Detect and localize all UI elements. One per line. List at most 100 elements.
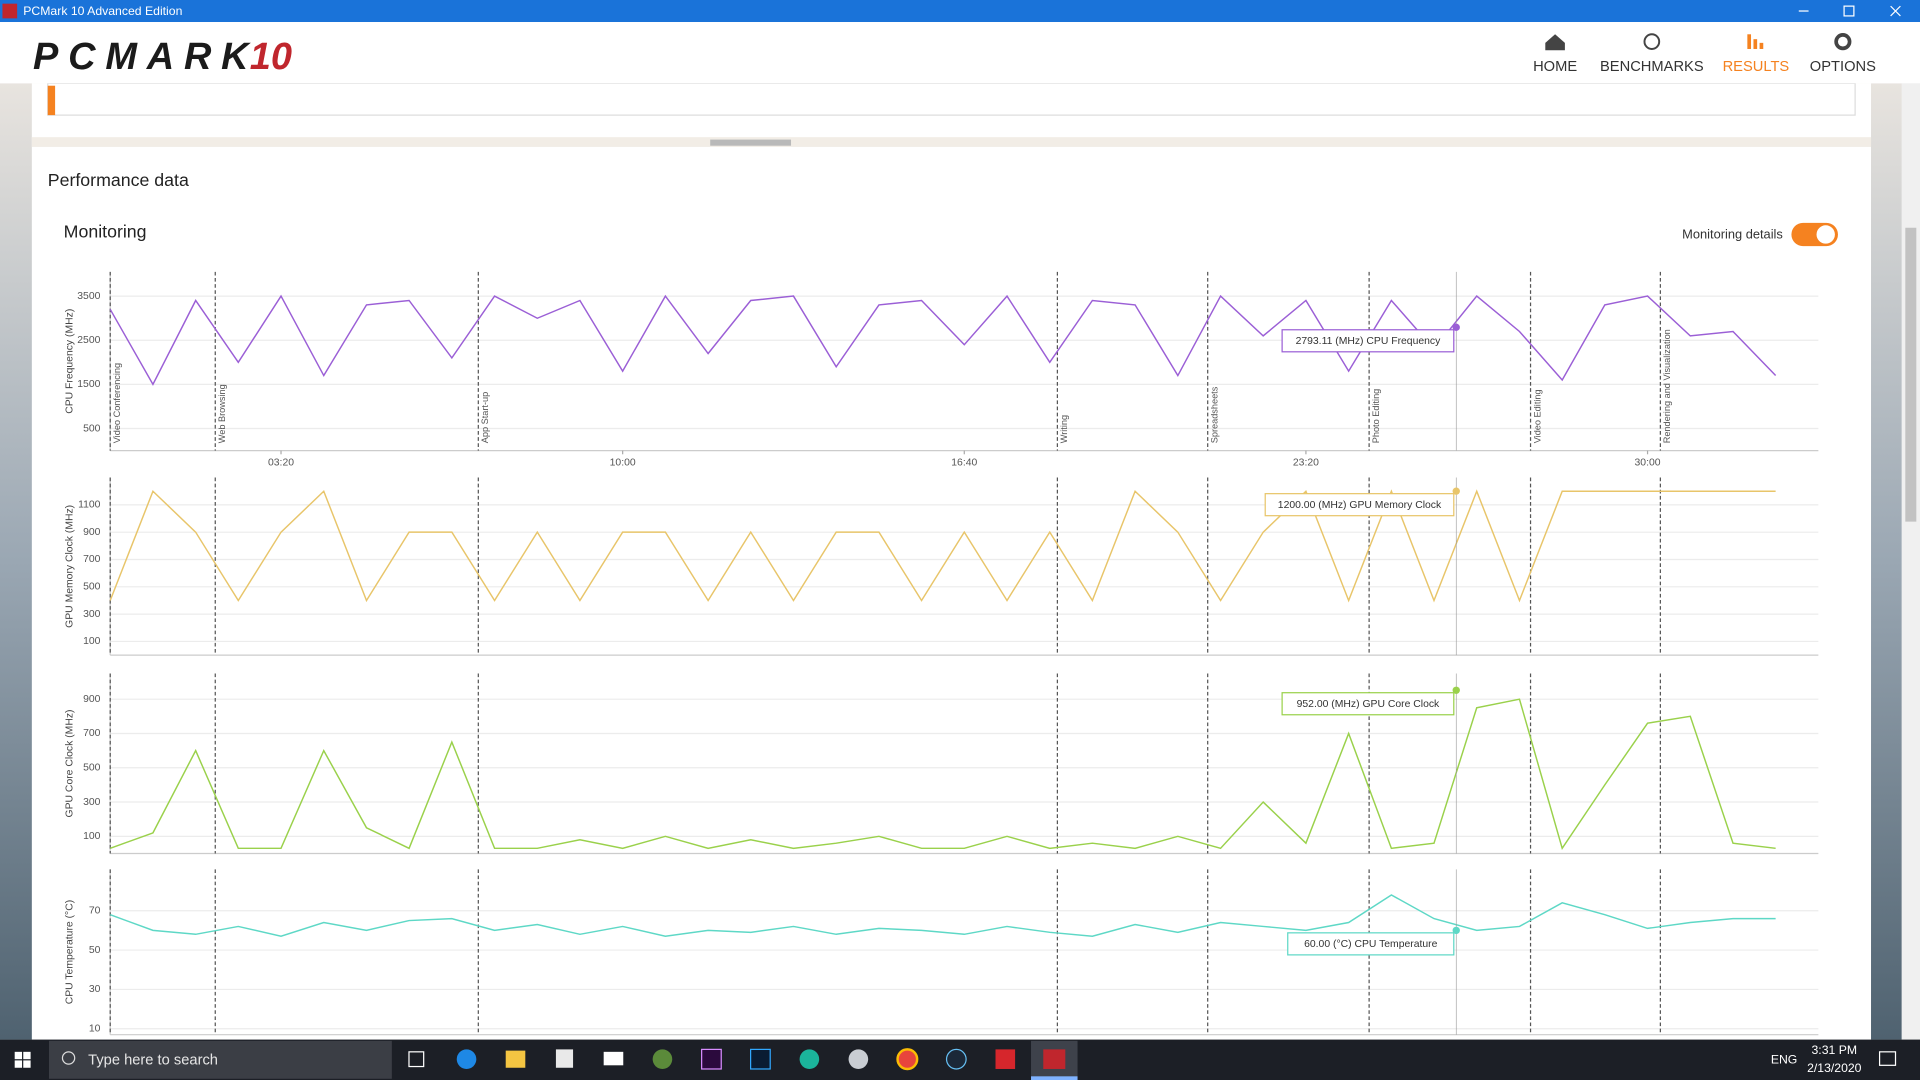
y-axis-label: GPU Memory Clock (MHz) bbox=[65, 505, 76, 628]
app-icon-2[interactable] bbox=[848, 1049, 869, 1069]
y-tick-label: 70 bbox=[89, 905, 101, 916]
y-tick-label: 500 bbox=[83, 763, 101, 774]
phase-label: Video Editing bbox=[1532, 389, 1542, 443]
options-icon[interactable] bbox=[1834, 33, 1852, 51]
y-tick-label: 2500 bbox=[77, 335, 100, 346]
series-line bbox=[109, 698, 1776, 851]
steam-icon[interactable] bbox=[945, 1048, 967, 1070]
y-tick-label: 300 bbox=[83, 609, 101, 620]
divider-handle bbox=[710, 139, 792, 146]
mail-icon[interactable] bbox=[603, 1051, 624, 1066]
y-tick-label: 500 bbox=[83, 423, 101, 434]
x-tick-label: 03:20 bbox=[268, 458, 294, 469]
tooltip-box bbox=[1281, 692, 1455, 716]
close-button[interactable] bbox=[1890, 5, 1901, 17]
header bbox=[0, 22, 1920, 84]
nav-results[interactable]: RESULTS bbox=[1723, 59, 1790, 75]
y-tick-label: 300 bbox=[83, 797, 101, 808]
notifications[interactable] bbox=[1878, 1051, 1897, 1066]
phase-label: Photo Editing bbox=[1371, 389, 1381, 444]
phase-label: Web Browsing bbox=[217, 384, 227, 443]
result-card bbox=[47, 82, 1856, 116]
tooltip-text: 952.00 (MHz) GPU Core Clock bbox=[1297, 699, 1440, 710]
tooltip-box bbox=[1264, 493, 1455, 517]
language[interactable]: ENG bbox=[1771, 1053, 1798, 1067]
edge-icon[interactable] bbox=[456, 1049, 477, 1069]
x-tick-label: 23:20 bbox=[1293, 458, 1319, 469]
active-indicator bbox=[1031, 1076, 1078, 1080]
tooltip-text: 2793.11 (MHz) CPU Frequency bbox=[1296, 336, 1442, 347]
logo-version: 10 bbox=[250, 36, 292, 78]
xbox-icon[interactable] bbox=[652, 1049, 673, 1069]
search-box[interactable] bbox=[48, 1040, 392, 1079]
y-tick-label: 50 bbox=[89, 945, 101, 956]
y-tick-label: 100 bbox=[83, 636, 101, 647]
nav-home[interactable]: HOME bbox=[1533, 59, 1577, 75]
scrollbar-thumb[interactable] bbox=[1905, 227, 1917, 522]
x-tick-label: 30:00 bbox=[1635, 458, 1661, 469]
app-icon-3[interactable] bbox=[995, 1049, 1016, 1069]
divider bbox=[31, 137, 1872, 147]
premiere-icon[interactable] bbox=[701, 1048, 722, 1070]
y-tick-label: 1500 bbox=[77, 379, 100, 390]
y-tick-label: 100 bbox=[83, 831, 101, 842]
card-accent bbox=[47, 85, 56, 116]
toggle-label: Monitoring details bbox=[1682, 226, 1783, 241]
series-line bbox=[109, 894, 1776, 938]
search-placeholder[interactable]: Type here to search bbox=[88, 1052, 218, 1068]
scrollbar[interactable] bbox=[1901, 83, 1920, 1040]
y-tick-label: 3500 bbox=[77, 291, 100, 302]
clock-date[interactable]: 2/13/2020 bbox=[1807, 1061, 1862, 1075]
y-tick-label: 700 bbox=[83, 554, 101, 565]
chrome-icon[interactable] bbox=[896, 1048, 919, 1071]
pcmark-icon[interactable] bbox=[1043, 1049, 1066, 1069]
restore-button[interactable] bbox=[1843, 5, 1855, 17]
section-subtitle: Monitoring bbox=[64, 221, 147, 241]
series-line bbox=[109, 294, 1777, 386]
app-icon bbox=[2, 3, 18, 19]
clock-time[interactable]: 3:31 PM bbox=[1812, 1043, 1858, 1057]
x-tick-label: 16:40 bbox=[951, 458, 977, 469]
y-tick-label: 10 bbox=[89, 1024, 101, 1035]
phase-label: App Start-up bbox=[480, 392, 490, 444]
photoshop-icon[interactable] bbox=[750, 1048, 771, 1070]
tooltip-text: 60.00 (°C) CPU Temperature bbox=[1304, 939, 1438, 950]
search-icon bbox=[61, 1051, 76, 1065]
home-icon[interactable] bbox=[1545, 34, 1565, 51]
toggle-knob[interactable] bbox=[1816, 225, 1835, 244]
y-axis-label: CPU Temperature (°C) bbox=[65, 900, 76, 1004]
tooltip-text: 1200.00 (MHz) GPU Memory Clock bbox=[1278, 500, 1442, 511]
y-axis-label: GPU Core Clock (MHz) bbox=[65, 709, 76, 817]
phase-label: Spreadsheets bbox=[1209, 386, 1219, 443]
app-icon-1[interactable] bbox=[799, 1049, 820, 1069]
nav-options[interactable]: OPTIONS bbox=[1810, 59, 1876, 75]
x-tick-label: 10:00 bbox=[610, 458, 636, 469]
y-tick-label: 500 bbox=[83, 582, 101, 593]
phase-label: Rendering and Visualization bbox=[1662, 329, 1672, 443]
tooltip-box bbox=[1281, 329, 1455, 353]
y-tick-label: 30 bbox=[89, 984, 101, 995]
nav-benchmarks[interactable]: BENCHMARKS bbox=[1600, 59, 1704, 75]
section-title: Performance data bbox=[48, 170, 189, 190]
y-tick-label: 900 bbox=[83, 694, 101, 705]
series-line bbox=[109, 489, 1776, 603]
title-bar bbox=[0, 0, 1920, 23]
start-button[interactable] bbox=[14, 1051, 31, 1068]
content-panel bbox=[31, 83, 1872, 1040]
y-tick-label: 900 bbox=[83, 527, 101, 538]
benchmarks-icon[interactable] bbox=[1643, 33, 1661, 50]
window-title: PCMark 10 Advanced Edition bbox=[23, 4, 182, 18]
results-icon[interactable] bbox=[1747, 34, 1764, 49]
phase-label: Video Conferencing bbox=[112, 363, 122, 443]
y-axis-label: CPU Frequency (MHz) bbox=[65, 309, 76, 414]
y-tick-label: 1100 bbox=[78, 500, 101, 511]
task-view[interactable] bbox=[408, 1051, 425, 1068]
explorer-icon[interactable] bbox=[505, 1050, 526, 1068]
phase-label: Writing bbox=[1059, 415, 1069, 443]
tooltip-box bbox=[1287, 932, 1455, 956]
store-icon[interactable] bbox=[555, 1049, 574, 1068]
